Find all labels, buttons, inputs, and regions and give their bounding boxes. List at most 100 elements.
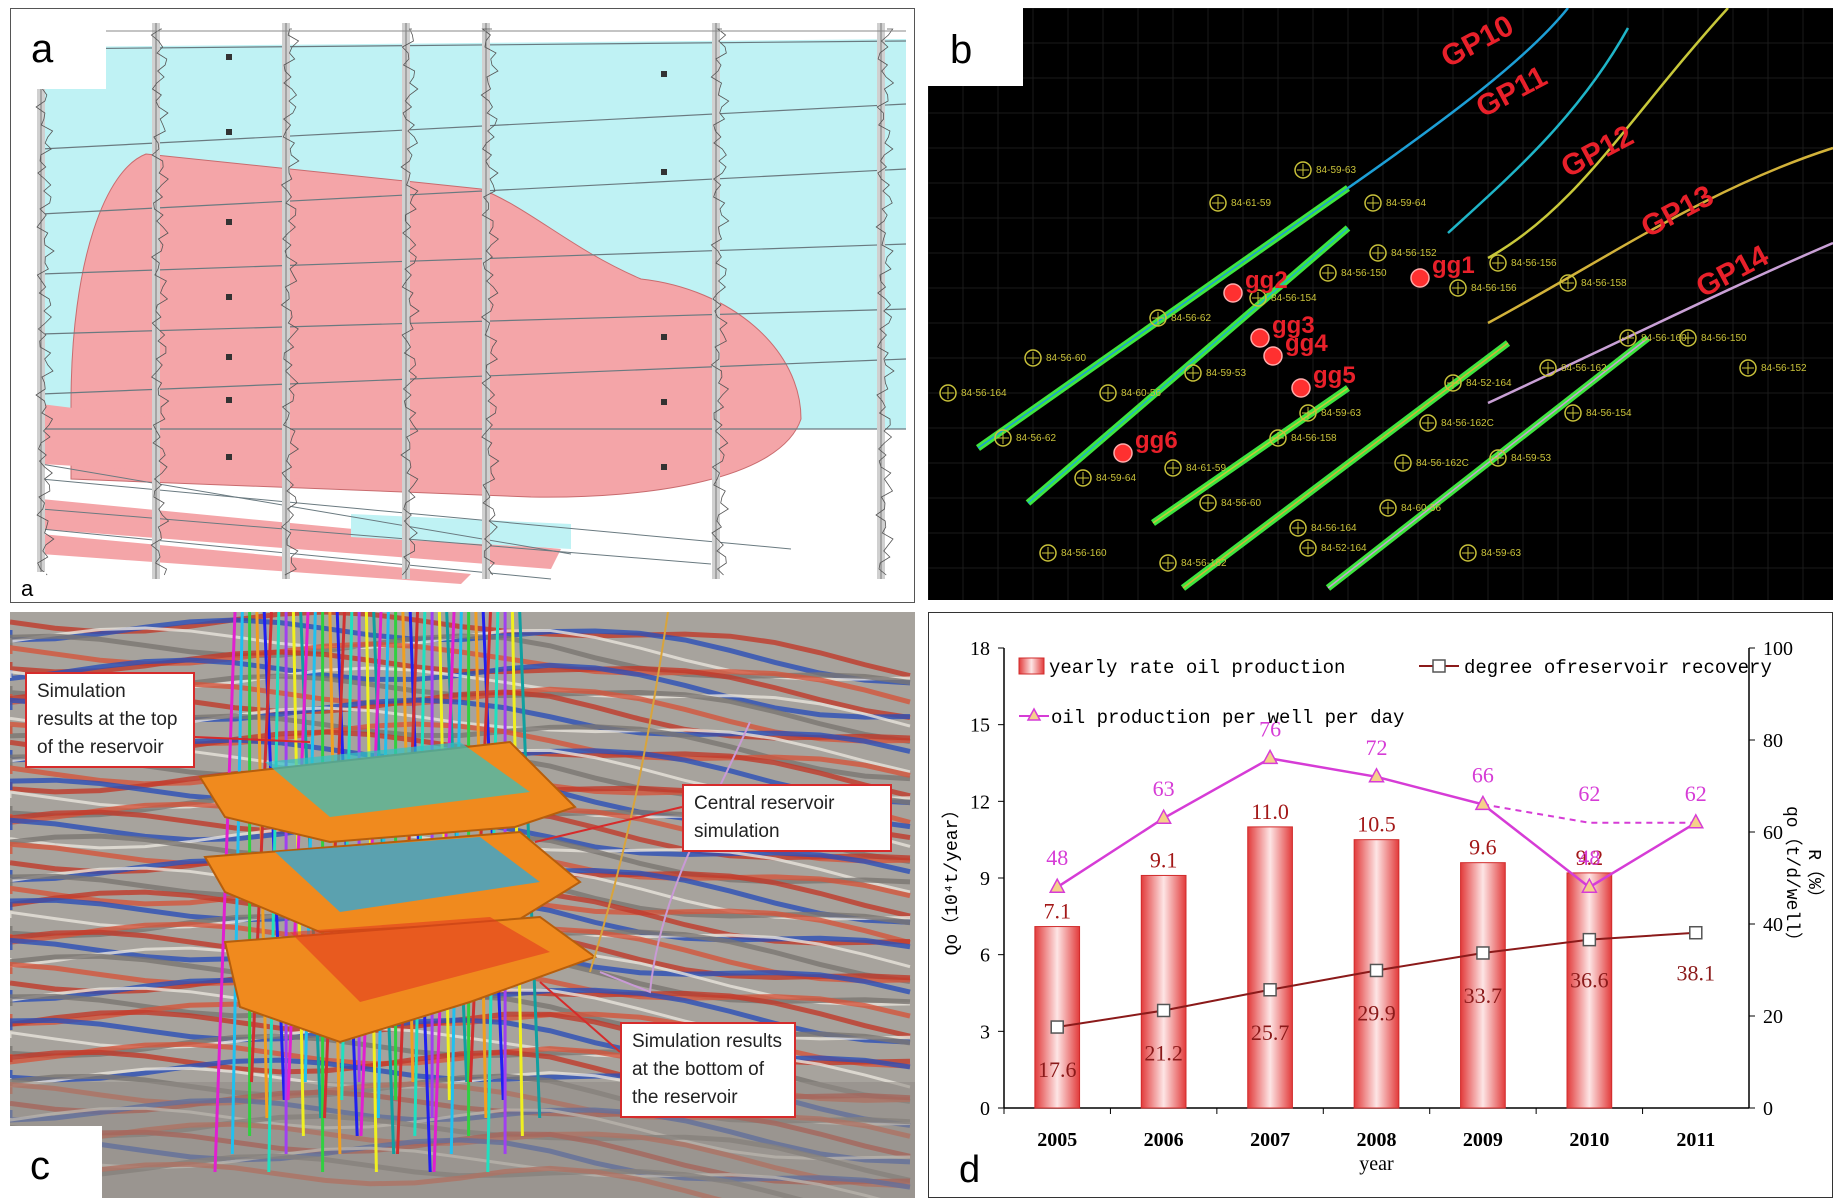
marker-0 — [226, 54, 232, 60]
well-id-label: 84-56-62 — [1171, 313, 1211, 324]
well-id-label: 84-59-64 — [1096, 473, 1136, 484]
callout-top: Simulation results at the top of the res… — [25, 672, 195, 768]
marker-6 — [226, 454, 232, 460]
well-id-label: 84-56-152 — [1391, 248, 1437, 259]
y-axis-label-left: Qo（10⁴t/year） — [941, 801, 963, 956]
y-tick-label-right: 20 — [1763, 1006, 1783, 1028]
thin-layer-1 — [40, 478, 792, 550]
well-id-label: 84-61-59 — [1186, 463, 1226, 474]
legend-recovery-label: degree ofreservoir recovery — [1464, 657, 1772, 679]
well-symbol — [1369, 244, 1387, 262]
well-symbol — [1299, 539, 1317, 557]
panel-a-cross-section: a a — [10, 8, 915, 603]
sample-well-label-gg5: gg5 — [1313, 362, 1356, 389]
well-symbol — [1099, 384, 1117, 402]
recovery-label-2010: 36.6 — [1570, 968, 1609, 993]
well-id-label: 84-56-162C — [1416, 458, 1469, 469]
per-well-branch-label-2010: 62 — [1578, 781, 1600, 806]
panel-a-label: a — [11, 9, 106, 89]
well-id-label: 84-61-59 — [1231, 198, 1271, 209]
well-trajectory-GP11 — [1447, 27, 1630, 234]
sample-well-label-gg6: gg6 — [1135, 427, 1178, 454]
y-tick-label-left: 12 — [970, 791, 990, 813]
x-tick-label: 2008 — [1357, 1129, 1397, 1151]
y-tick-label-right: 40 — [1763, 914, 1783, 936]
per-well-point-2008 — [1368, 767, 1385, 783]
legend-recovery-marker — [1432, 659, 1446, 673]
well-symbol — [1024, 349, 1042, 367]
well-id-label: 84-56-156 — [1471, 283, 1517, 294]
legend-bar-swatch — [1018, 657, 1045, 675]
per-well-label-2006: 63 — [1153, 776, 1175, 801]
recovery-point-2011 — [1689, 925, 1703, 940]
well-symbol — [1299, 404, 1317, 422]
y-tick-label-left: 18 — [970, 638, 990, 660]
thin-layer-3 — [40, 528, 552, 580]
well-label-GP13: GP13 — [1636, 179, 1719, 244]
recovery-point-2006 — [1156, 1003, 1171, 1018]
well-symbol — [939, 384, 957, 402]
y-tick-label-left: 15 — [970, 715, 990, 737]
y-tick-label-right: 60 — [1763, 822, 1783, 844]
well-symbol — [1319, 264, 1337, 282]
well-id-label: 84-52-164 — [1466, 378, 1512, 389]
layer-boundary-1 — [40, 103, 907, 150]
well-id-label: 84-59-53 — [1511, 453, 1551, 464]
bottom-surface-pattern — [290, 917, 550, 1002]
per-well-point-2005 — [1048, 877, 1066, 893]
per-well-label-2009: 66 — [1472, 762, 1494, 787]
well-symbol — [1249, 289, 1267, 307]
y-tick-label-right: 80 — [1763, 730, 1783, 752]
per-well-point-2009 — [1474, 794, 1492, 811]
horizontal-core-GP11 — [1027, 227, 1349, 504]
well-trajectory-GP10 — [1347, 8, 1569, 190]
x-tick-label: 2011 — [1676, 1129, 1715, 1151]
x-tick-label: 2009 — [1463, 1129, 1503, 1151]
bar-label-2006: 9.1 — [1150, 847, 1178, 872]
well-symbol — [1294, 161, 1312, 179]
well-id-label: 84-56-162C — [1441, 418, 1494, 429]
recovery-point-2007 — [1263, 983, 1277, 997]
bar-label-2007: 11.0 — [1251, 799, 1289, 824]
x-tick-label: 2007 — [1250, 1129, 1290, 1151]
top-surface-pattern — [265, 742, 530, 817]
seismic-reflector-5 — [10, 649, 911, 721]
recovery-label-2005: 17.6 — [1038, 1057, 1077, 1082]
layer-boundary-5 — [40, 358, 907, 395]
y-axis-label-right-2: qo（t/d/well） — [1781, 806, 1803, 950]
well-symbol — [1619, 329, 1637, 347]
well-symbol — [1449, 279, 1467, 297]
marker-7 — [661, 71, 667, 77]
marker-8 — [661, 169, 667, 175]
marker-2 — [226, 219, 232, 225]
well-id-label: 84-56-152 — [1761, 363, 1807, 374]
well-id-label: 84-56-158 — [1581, 278, 1627, 289]
well-id-label: 84-56-150 — [1701, 333, 1747, 344]
well-symbol — [1394, 454, 1412, 472]
well-log-3 — [400, 28, 420, 576]
y-tick-label-right: 0 — [1763, 1098, 1773, 1120]
sample-well-gg2 — [1223, 283, 1243, 303]
recovery-point-2005 — [1050, 1020, 1064, 1034]
sample-well-gg5 — [1291, 378, 1311, 398]
marker-4 — [226, 354, 232, 360]
x-tick-label: 2005 — [1037, 1129, 1077, 1151]
layer-boundary-4 — [40, 308, 907, 335]
panel-a-bottom-mark: a — [11, 572, 46, 602]
well-symbol — [1164, 459, 1182, 477]
deviated-well-2 — [599, 721, 751, 994]
y-tick-label-left: 6 — [980, 945, 990, 967]
well-symbol — [1489, 449, 1507, 467]
well-id-label: 84-56-156 — [1511, 258, 1557, 269]
oil-lens-2 — [41, 499, 561, 569]
recovery-point-2010 — [1582, 932, 1597, 947]
bar-2010 — [1566, 872, 1613, 1109]
bar-label-2008: 10.5 — [1357, 812, 1396, 837]
well-id-label: 84-56-158 — [1291, 433, 1337, 444]
per-well-label-2005: 48 — [1046, 845, 1068, 870]
well-id-label: 84-56-154 — [1271, 293, 1317, 304]
recovery-label-2008: 29.9 — [1357, 1000, 1396, 1025]
bar-label-2005: 7.1 — [1043, 899, 1071, 924]
panel-c-3d-model: Simulation results at the top of the res… — [10, 612, 915, 1198]
